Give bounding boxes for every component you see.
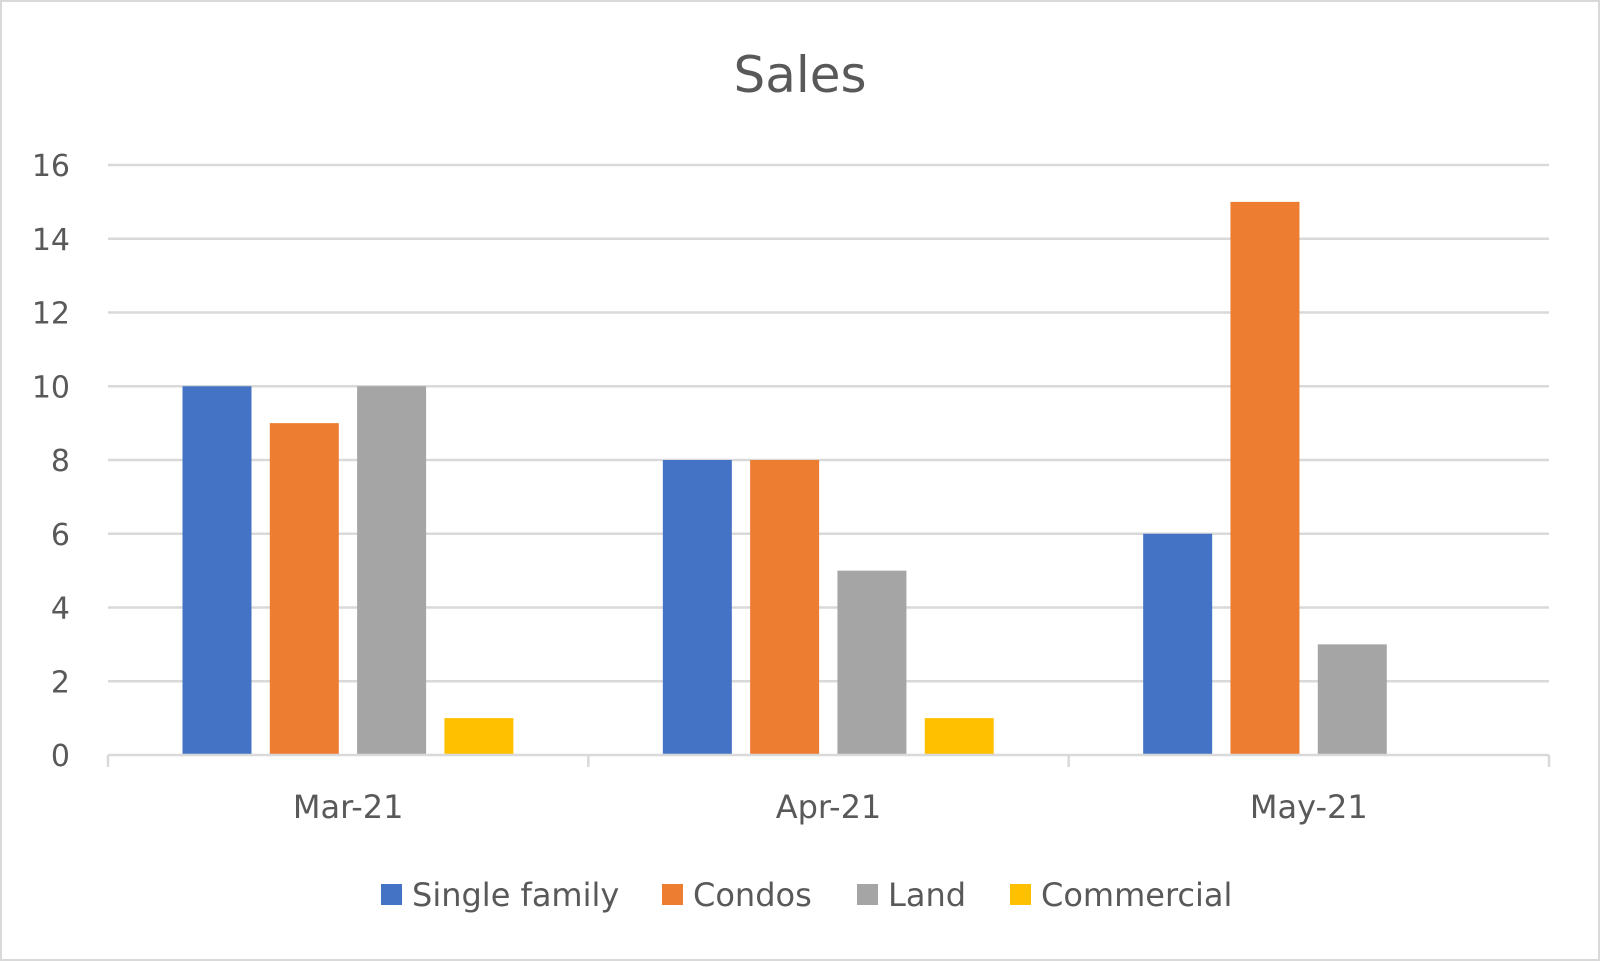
y-tick-label: 2: [51, 665, 70, 700]
chart-title: Sales: [733, 46, 866, 104]
legend-label: Commercial: [1041, 876, 1232, 914]
bar-commercial: [924, 718, 994, 755]
bar-commercial: [444, 718, 514, 755]
legend-swatch: [857, 884, 878, 905]
bar-condos: [1230, 201, 1300, 755]
legend-label: Land: [888, 876, 966, 914]
y-tick-label: 10: [32, 370, 70, 405]
legend-label: Single family: [412, 876, 619, 914]
bar-single-family: [182, 386, 252, 755]
legend-label: Condos: [693, 876, 812, 914]
bar-land: [837, 570, 907, 755]
y-tick-label: 12: [32, 297, 70, 332]
bar-land: [357, 386, 427, 755]
bar-land: [1317, 644, 1387, 755]
x-tick-label: May-21: [1250, 788, 1368, 826]
legend: Single family Condos Land Commercial: [381, 876, 1232, 914]
bars: [182, 201, 1387, 755]
bar-single-family: [662, 460, 732, 755]
legend-swatch: [381, 884, 402, 905]
bar-single-family: [1143, 533, 1213, 755]
y-axis-ticks: 0 2 4 6 8 10 12 14 16: [32, 149, 70, 774]
y-tick-label: 14: [32, 223, 70, 258]
bar-condos: [750, 460, 820, 755]
gridlines: [108, 163, 1549, 683]
y-tick-label: 6: [51, 518, 70, 553]
y-tick-label: 8: [51, 444, 70, 479]
x-tick-label: Apr-21: [776, 788, 882, 826]
x-tick-label: Mar-21: [293, 788, 404, 826]
y-tick-label: 4: [51, 592, 70, 627]
legend-swatch: [662, 884, 683, 905]
bar-condos: [269, 423, 339, 755]
x-axis: Mar-21 Apr-21 May-21: [106, 753, 1551, 826]
legend-swatch: [1010, 884, 1031, 905]
y-tick-label: 0: [51, 739, 70, 774]
y-tick-label: 16: [32, 149, 70, 184]
